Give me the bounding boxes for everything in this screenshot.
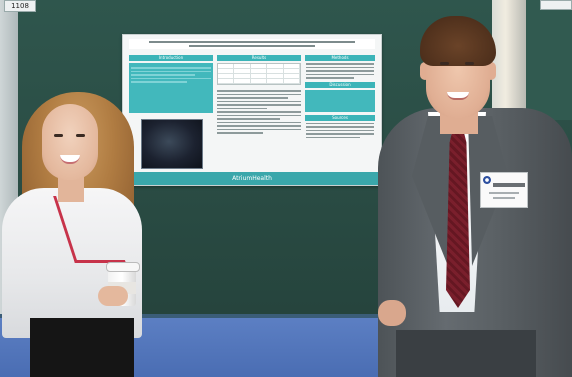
man-red-tie <box>446 128 470 308</box>
man-hair <box>420 16 496 66</box>
board-number-tag-right <box>540 0 572 10</box>
woman-black-skirt <box>30 318 134 377</box>
title-line <box>189 45 315 47</box>
man-hand <box>378 300 406 326</box>
panel-heading-intro: Introduction <box>129 55 213 61</box>
badge-name-text <box>493 183 525 187</box>
man-neck <box>440 112 478 134</box>
coffee-cup-lid <box>106 262 140 272</box>
man-smile <box>447 92 469 100</box>
poster-column-results: Results <box>217 55 301 136</box>
man-ear <box>486 62 496 80</box>
badge-line <box>493 197 515 199</box>
poster-column-methods: Methods Discussion Sources <box>305 55 375 140</box>
woman-eye <box>76 134 85 137</box>
panel-heading-discussion: Discussion <box>305 81 375 88</box>
woman-hand <box>98 286 128 306</box>
background-board <box>526 0 572 120</box>
man-eye <box>440 62 449 65</box>
footer-logo-text: AtriumHealth <box>232 175 272 182</box>
panel-heading-sources: Sources <box>305 114 375 121</box>
man-trousers <box>396 330 536 377</box>
woman-neck <box>58 176 84 202</box>
name-badge <box>480 172 528 208</box>
woman-face <box>42 104 98 180</box>
poster-figure-image <box>141 119 203 169</box>
discussion-panel <box>305 89 375 112</box>
panel-heading-methods: Methods <box>305 55 375 61</box>
results-table <box>217 63 301 85</box>
title-line <box>149 41 355 43</box>
results-text <box>217 85 301 134</box>
woman-smile <box>60 155 80 164</box>
poster-column-intro: Introduction <box>129 55 213 113</box>
board-number-tag: 1108 <box>4 0 36 12</box>
man-ear <box>420 62 430 80</box>
intro-panel <box>129 63 213 113</box>
poster-footer: AtriumHealth <box>123 172 381 185</box>
panel-heading-results: Results <box>217 55 301 61</box>
badge-line <box>489 192 519 194</box>
badge-logo-icon <box>483 176 491 184</box>
woman-eye <box>54 134 63 137</box>
research-poster: Introduction Results <box>122 34 382 186</box>
poster-title <box>129 39 375 49</box>
man-eye <box>465 62 474 65</box>
